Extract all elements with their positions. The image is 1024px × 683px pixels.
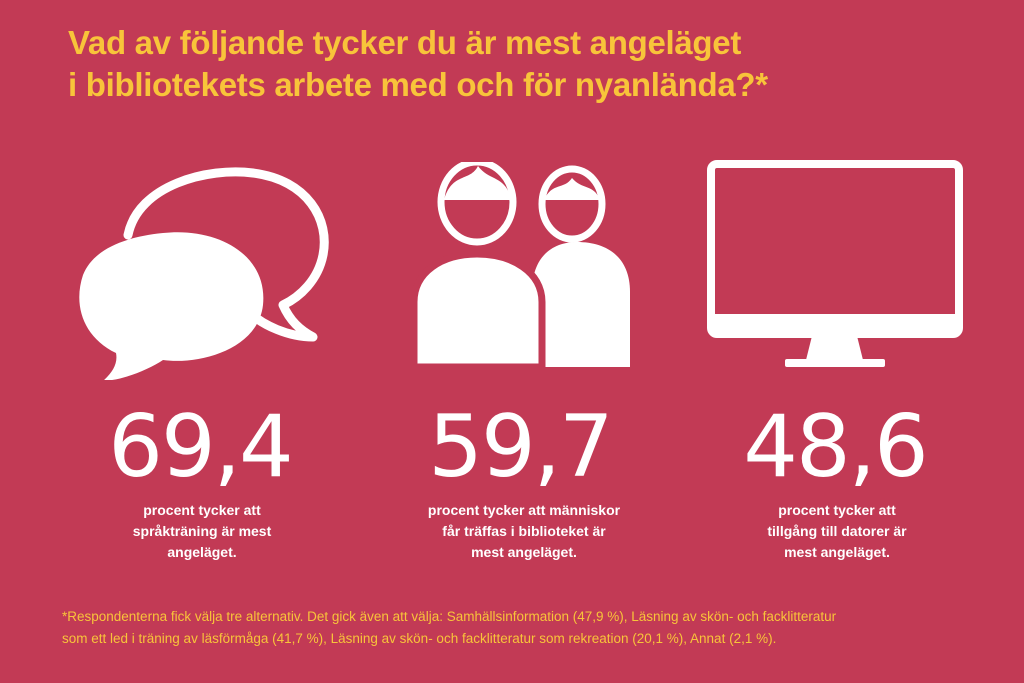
- stat-desc-1-line-3: angeläget.: [167, 544, 237, 560]
- stat-desc-1-line-1: procent tycker att: [143, 502, 261, 518]
- stat-value-2: 59,7: [428, 397, 613, 497]
- footnote-line-1: *Respondenterna fick välja tre alternati…: [62, 609, 837, 624]
- speech-bubbles-icon: [79, 167, 329, 380]
- stat-desc-3-line-2: tillgång till datorer är: [767, 523, 907, 539]
- title-line-1: Vad av följande tycker du är mest angelä…: [68, 24, 742, 61]
- stat-description-2: procent tycker att människor får träffas…: [374, 500, 674, 563]
- stat-value-1: 69,4: [108, 397, 293, 497]
- stat-desc-2-line-2: får träffas i biblioteket är: [442, 523, 606, 539]
- stat-desc-2-line-3: mest angeläget.: [471, 544, 577, 560]
- stat-description-3: procent tycker att tillgång till datorer…: [687, 500, 987, 563]
- stat-desc-3-line-1: procent tycker att: [778, 502, 896, 518]
- page-title: Vad av följande tycker du är mest angelä…: [68, 22, 968, 106]
- footnote-line-2: som ett led i träning av läsförmåga (41,…: [62, 631, 777, 646]
- footnote: *Respondenterna fick välja tre alternati…: [62, 606, 1002, 650]
- people-icon: [412, 162, 630, 367]
- computer-monitor-icon: [707, 160, 963, 367]
- stat-value-3: 48,6: [743, 397, 928, 497]
- title-line-2: i bibliotekets arbete med och för nyanlä…: [68, 66, 768, 103]
- stat-description-1: procent tycker att språkträning är mest …: [52, 500, 352, 563]
- stat-desc-3-line-3: mest angeläget.: [784, 544, 890, 560]
- stat-desc-2-line-1: procent tycker att människor: [427, 502, 621, 518]
- stat-desc-1-line-2: språkträning är mest: [132, 523, 272, 539]
